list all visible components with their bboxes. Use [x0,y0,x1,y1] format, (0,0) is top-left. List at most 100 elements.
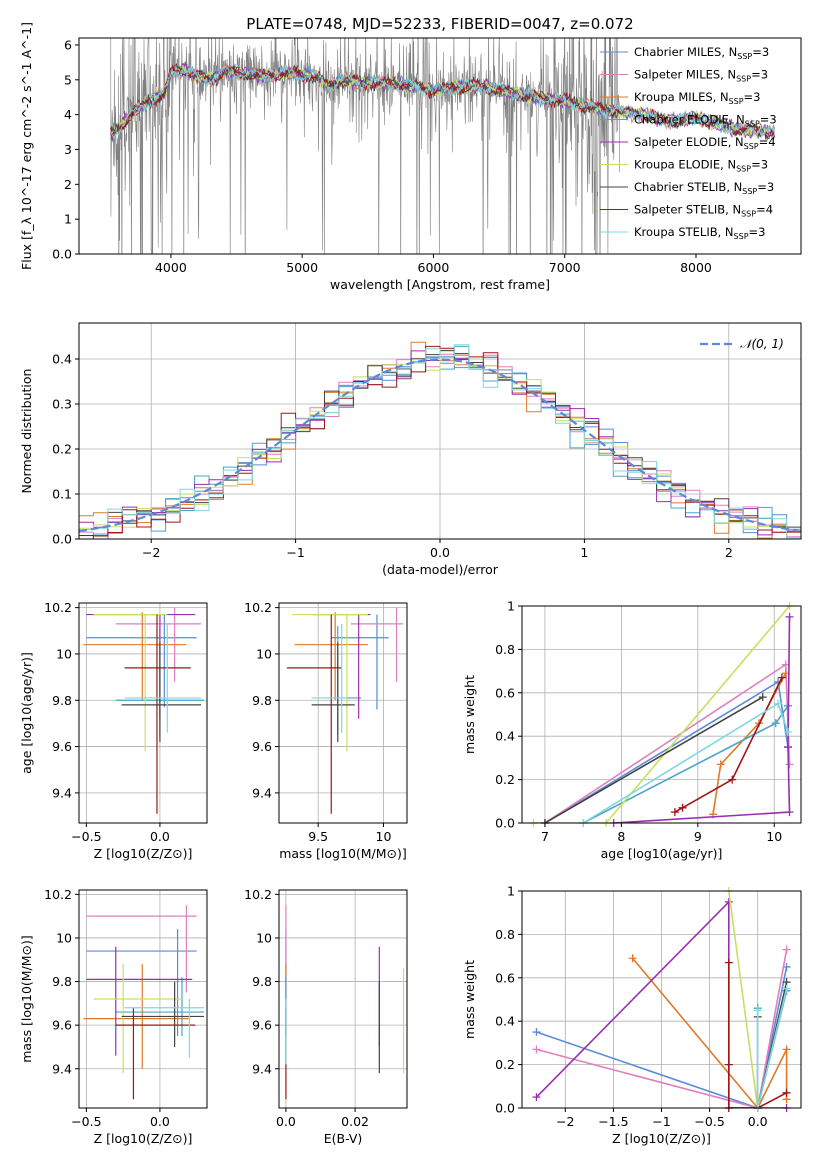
data-point-marker [728,775,737,784]
y-tick-label: 0.0 [52,247,72,262]
age_vs_mass-panel [275,603,407,827]
y-tick-label: 0.6 [495,970,515,985]
y-tick-label: 10.2 [44,887,72,902]
mass-weight-line [533,606,791,823]
data-point-marker [716,760,725,769]
x-tick-label: −0.5 [71,1114,101,1129]
x-tick-label: 0.0 [150,1114,170,1129]
x-tick-label: 7000 [549,260,581,275]
legend-label: Chabrier MILES, NSSP=3 [634,45,769,61]
y-tick-label: 9.6 [52,739,72,754]
data-point-marker [785,808,794,817]
data-point-marker [724,1060,733,1069]
x-axis-label: Z [log10(Z/Z⊙)] [94,846,193,861]
y-tick-label: 0.8 [495,927,515,942]
x-tick-label: 10 [376,829,392,844]
y-tick-label: 0.2 [52,442,72,457]
axes-frame [521,605,802,824]
y-tick-label: 1 [507,599,515,614]
x-tick-label: −1 [652,1114,670,1129]
y-tick-label: 4 [64,107,72,122]
y-tick-label: 9.4 [252,1061,272,1076]
data-point-marker [782,984,791,993]
spectrum-panel [75,44,697,258]
y-tick-label: 10.2 [244,887,272,902]
data-point-marker [771,719,780,728]
x-tick-label: −2 [556,1114,574,1129]
y-axis-label: Normed distribution [19,369,34,494]
y-axis-label: mass weight [462,675,477,754]
y-axis-label: mass [log10(M/M⊙)] [19,935,34,1063]
age_vs_Z-panel [75,603,207,827]
y-tick-label: 2 [64,177,72,192]
data-point-marker [785,760,794,769]
data-point-marker [782,1045,791,1054]
data-point-marker [758,693,767,702]
y-tick-label: 10 [256,930,272,945]
x-axis-label: mass [log10(M/M⊙)] [279,846,407,861]
y-tick-label: 0.4 [52,352,72,367]
x-tick-label: −1.5 [598,1114,628,1129]
data-point-marker [670,808,679,817]
data-point-marker [532,1045,541,1054]
x-tick-label: 8000 [680,260,712,275]
y-tick-label: 0.6 [495,685,515,700]
mass-weight-line [536,966,788,1108]
x-axis-label: Z [log10(Z/Z⊙)] [94,1131,193,1146]
y-tick-label: 1 [507,884,515,899]
x-axis-label: (data-model)/error [382,562,499,577]
mass-weight-line [728,962,787,1108]
data-point-marker [785,612,794,621]
x-tick-label: −1 [286,545,304,560]
axes-frame [521,890,802,1109]
x-tick-label: 9.5 [308,829,328,844]
data-point-marker [782,1088,791,1097]
mass_vs_Z-panel [75,890,207,1112]
legend-label: Salpeter ELODIE, NSSP=4 [634,135,776,151]
legend-label: Kroupa ELODIE, NSSP=3 [634,158,768,174]
data-point-marker [774,699,783,708]
x-tick-label: −0.5 [694,1114,724,1129]
mass-weight-line [631,957,788,1108]
y-tick-label: 0.0 [495,816,515,831]
axes-frame [278,889,408,1109]
y-tick-label: 0.4 [495,1014,515,1029]
figure-title: PLATE=0748, MJD=52233, FIBERID=0047, z=0… [246,15,633,33]
y-tick-label: 9.8 [52,693,72,708]
y-tick-label: 9.8 [52,974,72,989]
x-axis-label: age [log10(age/yr)] [601,846,723,861]
data-point-marker [784,727,793,736]
data-point-marker [532,1028,541,1037]
axes-frame [78,889,208,1109]
y-tick-label: 9.4 [52,785,72,800]
y-tick-label: 0.2 [495,1057,515,1072]
x-tick-label: 8 [617,829,625,844]
y-axis-label: age [log10(age/yr)] [19,652,34,774]
axes-frame [78,602,208,824]
x-tick-label: 1 [580,545,588,560]
legend-label: Salpeter MILES, NSSP=3 [634,68,768,84]
mass-weight-line [582,702,789,823]
x-axis-label: wavelength [Angstrom, rest frame] [330,277,550,292]
mass-weight-line [536,949,788,1108]
y-tick-label: 9.6 [252,739,272,754]
normal-curve [78,358,799,533]
y-tick-label: 9.4 [252,785,272,800]
data-point-marker [777,673,786,682]
y-tick-label: 10 [56,930,72,945]
x-tick-label: 9 [694,829,702,844]
data-point-marker [628,954,637,963]
legend-label: Chabrier STELIB, NSSP=3 [634,180,774,196]
observed-spectrum [110,38,620,254]
y-axis-label: mass weight [462,960,477,1039]
y-tick-label: 9.6 [252,1018,272,1033]
weight_vs_Z-panel [518,890,801,1112]
y-tick-label: 10.2 [244,600,272,615]
y-tick-label: 0.1 [52,487,72,502]
data-point-marker [784,743,793,752]
x-axis-label: Z [log10(Z/Z⊙)] [612,1131,711,1146]
y-tick-label: 10.2 [44,600,72,615]
model-spectrum-line [110,64,775,140]
y-tick-label: 0.4 [495,729,515,744]
data-point-marker [678,803,687,812]
